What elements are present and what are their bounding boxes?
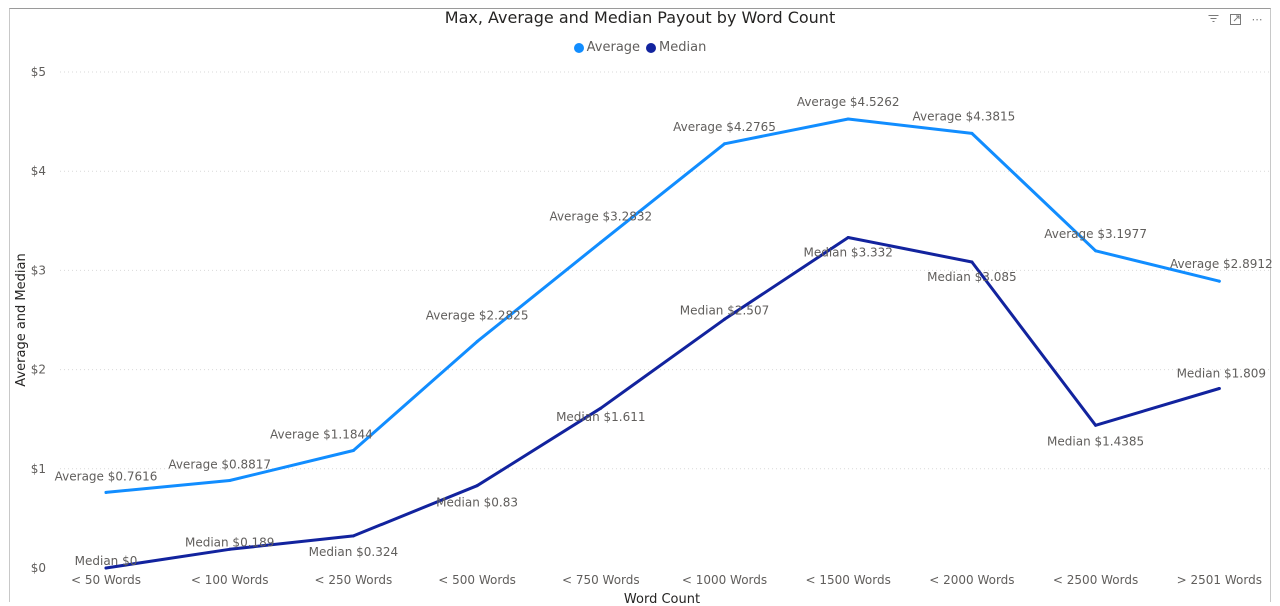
series-lines (104, 117, 1221, 570)
data-point-average[interactable] (104, 490, 108, 494)
legend-marker-median (646, 42, 657, 53)
legend-item-average[interactable]: Average (573, 40, 641, 55)
y-axis: $0 $1 $2 $3 $4 $5 (31, 65, 46, 575)
data-label-median: Median $3.332 (803, 245, 892, 259)
legend-marker-average (573, 42, 584, 53)
data-point-median[interactable] (599, 406, 603, 410)
data-point-median[interactable] (475, 484, 479, 488)
chart-legend: Average Median (0, 40, 1280, 55)
data-label-average: Average $1.1844 (270, 428, 373, 442)
series-line-average[interactable] (104, 117, 1221, 494)
x-tick-label: < 250 Words (315, 573, 393, 587)
data-label-average: Average $4.2765 (673, 120, 776, 134)
data-point-average[interactable] (846, 117, 850, 121)
data-label-average: Average $3.2832 (549, 209, 652, 223)
data-point-median[interactable] (1217, 387, 1221, 391)
data-label-median: Median $1.611 (556, 410, 645, 424)
y-tick-label: $0 (31, 561, 46, 575)
y-tick-label: $3 (31, 263, 46, 277)
y-tick-label: $5 (31, 65, 46, 79)
data-point-median[interactable] (1094, 423, 1098, 427)
x-axis-title: Word Count (624, 592, 700, 606)
data-label-median: Median $3.085 (927, 270, 1016, 284)
focus-mode-icon[interactable] (1228, 12, 1242, 26)
series-line-median[interactable] (104, 236, 1221, 570)
x-tick-label: < 50 Words (71, 573, 141, 587)
data-label-median: Median $2.507 (680, 303, 769, 317)
data-label-average: Average $4.5262 (797, 95, 900, 109)
data-label-median: Median $1.809 (1177, 367, 1266, 381)
data-point-median[interactable] (970, 260, 974, 264)
x-tick-label: > 2501 Words (1177, 573, 1262, 587)
data-label-median: Median $0 (75, 554, 138, 568)
data-point-average[interactable] (970, 131, 974, 135)
visual-container (9, 8, 1271, 602)
data-point-average[interactable] (475, 340, 479, 344)
x-tick-label: < 1000 Words (682, 573, 767, 587)
x-tick-label: < 750 Words (562, 573, 640, 587)
data-point-average[interactable] (1217, 279, 1221, 283)
data-labels: Average $0.7616 Average $0.8817 Average $1… (55, 95, 1273, 568)
data-point-average[interactable] (599, 240, 603, 244)
legend-label-median: Median (659, 40, 707, 55)
filter-icon[interactable] (1206, 12, 1220, 26)
data-point-median[interactable] (351, 534, 355, 538)
data-label-average: Average $0.7616 (55, 469, 158, 483)
y-tick-label: $1 (31, 462, 46, 476)
data-point-average[interactable] (723, 142, 726, 146)
data-label-average: Average $2.2825 (426, 309, 529, 323)
chart-title: Max, Average and Median Payout by Word C… (444, 8, 836, 27)
data-point-median[interactable] (723, 317, 726, 321)
x-tick-label: < 1500 Words (806, 573, 891, 587)
data-point-average[interactable] (1094, 249, 1098, 253)
y-axis-title: Average and Median (14, 253, 29, 386)
x-tick-label: < 2500 Words (1053, 573, 1138, 587)
data-point-median[interactable] (228, 547, 232, 551)
visual-header-toolbar: ⋯ (1206, 12, 1264, 26)
data-point-median[interactable] (846, 235, 850, 239)
data-point-average[interactable] (351, 449, 355, 453)
data-label-average: Average $4.3815 (913, 109, 1016, 123)
data-label-median: Median $0.83 (436, 496, 518, 510)
data-point-median[interactable] (104, 566, 108, 570)
data-label-average: Average $2.8912 (1170, 257, 1273, 271)
y-tick-label: $2 (31, 363, 46, 377)
x-axis: < 50 Words < 100 Words < 250 Words < 500 Wo… (71, 573, 1262, 587)
more-options-icon[interactable]: ⋯ (1251, 12, 1263, 26)
x-tick-label: < 2000 Words (929, 573, 1014, 587)
x-tick-label: < 100 Words (191, 573, 269, 587)
gridlines (60, 71, 1270, 470)
legend-item-median[interactable]: Median (646, 40, 706, 55)
data-label-median: Median $0.324 (309, 545, 398, 559)
y-tick-label: $4 (31, 164, 46, 178)
x-tick-label: < 500 Words (438, 573, 516, 587)
data-point-average[interactable] (228, 479, 232, 483)
data-label-median: Median $0.189 (185, 535, 274, 549)
data-label-median: Median $1.4385 (1047, 434, 1144, 448)
legend-label-average: Average (586, 40, 641, 55)
data-label-average: Average $0.8817 (168, 458, 271, 472)
data-label-average: Average $3.1977 (1044, 227, 1147, 241)
